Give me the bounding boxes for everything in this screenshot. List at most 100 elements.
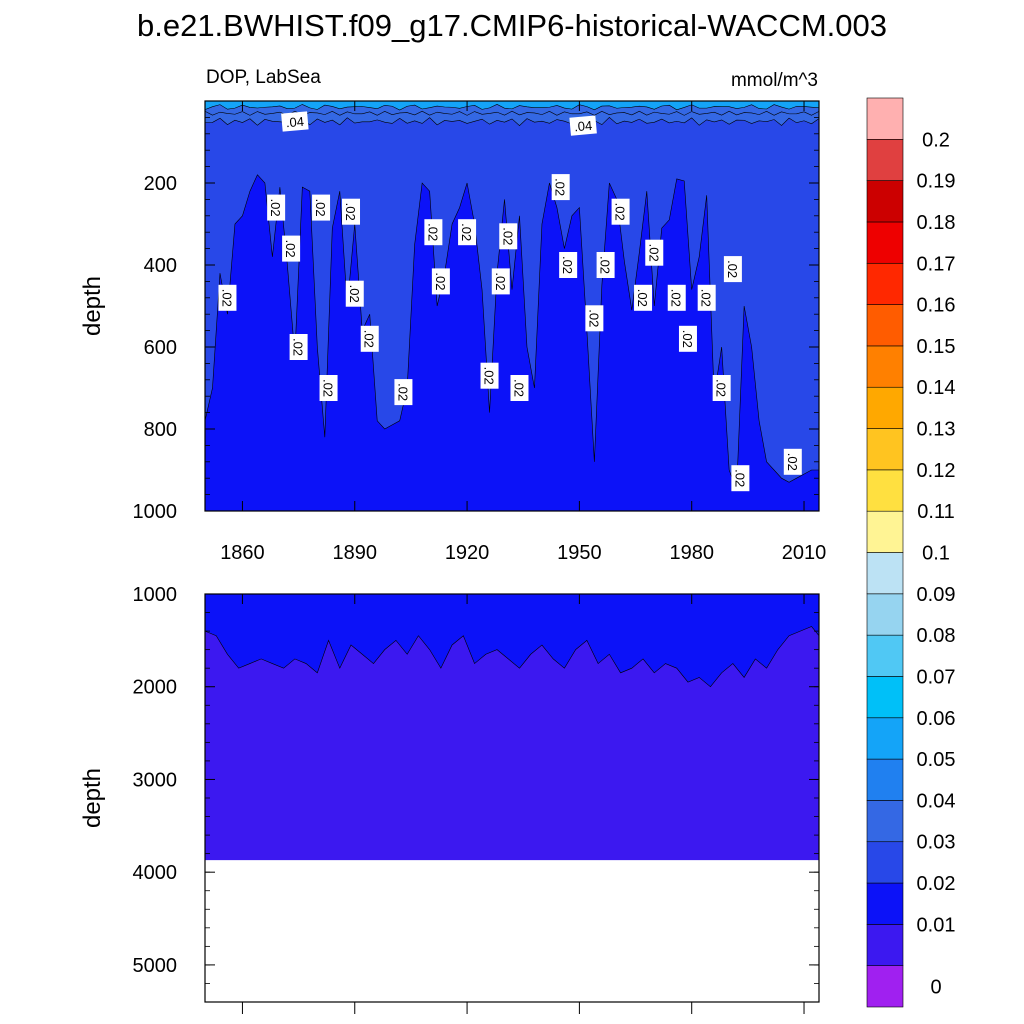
colorbar-swatch [866,221,904,264]
colorbar-label: 0.07 [917,666,956,688]
contour-label-text: .02 [362,330,377,348]
upper-ylabel: depth [79,276,106,336]
band-0.04-0.05 [204,100,820,111]
colorbar-swatch [866,180,904,223]
contour-label-text: .02 [699,289,714,307]
colorbar-swatch [866,965,904,1008]
contour-label-text: .02 [425,223,440,241]
contour-label-text: .02 [680,330,695,348]
colorbar-swatch [866,510,904,553]
x-tick-label: 1860 [220,542,265,564]
y-tick-label: 1000 [133,584,178,606]
contour-label-text: .02 [268,199,283,217]
y-tick-label: 5000 [133,955,178,977]
contour-label-text: .02 [493,272,508,290]
colorbar-label: 0.12 [917,460,956,482]
colorbar-swatch [866,676,904,719]
contour-label: .02 [723,256,742,283]
colorbar-swatch [866,428,904,471]
contour-label-text: .02 [500,227,515,245]
contour-label: .02 [424,219,443,246]
y-tick-label: 2000 [133,677,178,699]
contour-label: .02 [431,268,450,295]
colorbar-swatch [866,841,904,884]
colorbar-label: 0.15 [917,336,956,358]
colorbar-label: 0 [930,976,941,998]
contour-label-text: .02 [219,289,234,307]
colorbar-swatch [866,717,904,760]
band-0.01-0.02 [204,174,820,512]
contour-label: .02 [510,375,529,401]
y-tick-label: 800 [144,419,177,441]
colorbar-label: 0.13 [917,419,956,441]
x-tick-label: 2010 [782,542,827,564]
colorbar-label: 0.2 [922,129,950,151]
contour-label-text: .02 [598,256,613,274]
figure-title: b.e21.BWHIST.f09_g17.CMIP6-historical-WA… [137,8,887,43]
contour-label-text: .02 [283,240,298,258]
contour-label: .02 [458,219,477,246]
contour-label: .02 [697,284,716,311]
colorbar-swatch [866,469,904,512]
colorbar: 0 0.01 0.02 0.03 0.04 0.05 0.06 0.07 0.08 0.09 0.1… [866,97,956,1008]
contour-label-text: .02 [725,260,740,278]
colorbar-label: 0.19 [917,171,956,193]
y-tick-label: 600 [144,337,177,359]
colorbar-label: 0.04 [917,790,956,812]
contour-label-text: .02 [732,469,747,487]
contour-label: .02 [731,465,750,492]
contour-label: .02 [611,198,630,225]
colorbar-label: 0.14 [917,377,956,399]
contour-label: .02 [783,448,802,475]
contour-label: .02 [645,239,664,266]
colorbar-swatch [866,758,904,801]
contour-label-text: .02 [343,203,358,221]
colorbar-label: 0.17 [917,253,956,275]
contour-label: .02 [596,252,615,278]
contour-label: .02 [634,284,653,311]
contour-label: .02 [345,280,364,307]
colorbar-swatch [866,882,904,925]
contour-label-text: .02 [635,289,650,307]
colorbar-label: 0.02 [917,873,956,895]
contour-label-text: .02 [433,272,448,290]
band-0.01-0.02-deep [204,593,820,688]
contour-label: .02 [480,362,499,389]
contour-label: .02 [499,223,518,250]
contour-label-text: .02 [669,289,684,307]
colorbar-swatch [866,97,904,140]
x-tick-label: 1980 [669,542,714,564]
colorbar-label: 0.18 [917,212,956,234]
colorbar-swatch [866,634,904,677]
contour-label: .02 [342,198,361,225]
x-tick-label: 1890 [333,542,378,564]
contour-label: .02 [585,305,604,332]
contour-label-text: .02 [313,199,328,217]
contour-line [204,110,820,116]
contour-label: .02 [491,268,510,295]
colorbar-swatch [866,262,904,305]
contour-label-text: .02 [321,379,336,397]
contour-label: .02 [218,284,237,311]
colorbar-label: 0.09 [917,584,956,606]
contour-label-text: .02 [395,383,410,401]
contour-label-text: .02 [511,379,526,397]
y-tick-label: 1000 [133,501,178,523]
colorbar-swatch [866,800,904,843]
contour-label-text: .02 [613,203,628,221]
colorbar-label: 0.05 [917,749,956,771]
colorbar-swatch [866,139,904,181]
upper-frame [204,100,820,512]
contour-label: .02 [712,375,731,401]
colorbar-label: 0.08 [917,625,956,647]
contour-label-text: .02 [482,367,497,385]
variable-label: DOP, LabSea [206,67,321,88]
colorbar-swatch [866,924,904,966]
contour-label: .02 [289,334,308,360]
contour-label-text: .04 [285,114,304,131]
colorbar-swatch [866,386,904,429]
contour-label-text: .04 [574,118,593,135]
lower-panel: 1000 2000 3000 4000 5000 depth [79,584,820,1014]
colorbar-swatch [866,304,904,347]
